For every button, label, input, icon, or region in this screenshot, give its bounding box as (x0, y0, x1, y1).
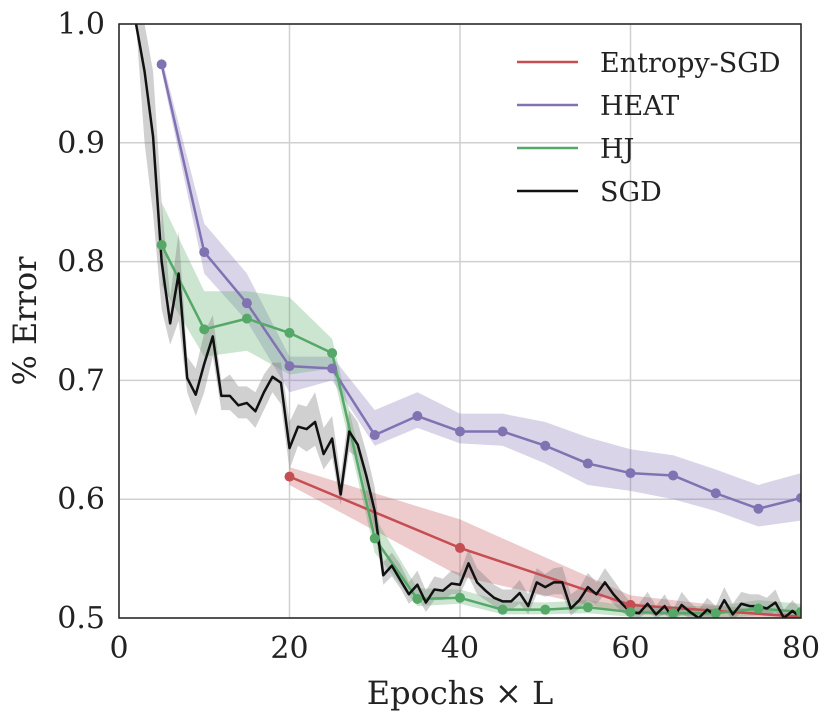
heat-point (668, 470, 679, 481)
hj-point (753, 603, 764, 614)
x-axis-label: Epochs × L (367, 674, 553, 712)
hj-point (241, 313, 252, 324)
sgd-line (134, 24, 801, 618)
series-markers (156, 59, 801, 618)
x-tick-label: 40 (441, 631, 479, 666)
hj-point (497, 604, 508, 615)
hj-point (710, 608, 721, 618)
legend: Entropy-SGD HEAT HJ SGD (517, 48, 780, 208)
heat-point (327, 363, 338, 374)
heat-point (241, 298, 252, 309)
hj-legend-label: HJ (600, 134, 634, 165)
heat-legend-label: HEAT (600, 91, 679, 122)
heat-point (540, 440, 551, 451)
hj-point (668, 608, 679, 618)
hj-point (369, 533, 380, 544)
heat-line (160, 64, 801, 510)
hj-point (540, 604, 551, 615)
heat-point (199, 247, 210, 258)
hj-point (327, 348, 338, 359)
y-tick-label: 0.9 (57, 126, 105, 161)
heat-point (412, 411, 423, 422)
hj-point (625, 607, 636, 618)
x-tick-label: 20 (270, 631, 308, 666)
x-tick-label: 60 (611, 631, 649, 666)
y-tick-label: 0.8 (57, 245, 105, 280)
sgd-legend-label: SGD (600, 177, 662, 208)
heat-point (753, 503, 764, 514)
confidence-bands (136, 24, 801, 618)
hj-point (582, 602, 593, 613)
heat-point (625, 468, 636, 479)
plot-frame (118, 23, 802, 619)
entropy-sgd-point (284, 471, 295, 482)
hj-point (455, 592, 465, 603)
heat-point (497, 426, 508, 437)
x-axis-ticks: 0 20 40 60 80 (109, 631, 820, 666)
entropy-sgd-legend-label: Entropy-SGD (600, 48, 780, 79)
heat-point (582, 458, 593, 469)
y-axis-ticks: 0.5 0.6 0.7 0.8 0.9 1.0 (57, 7, 105, 636)
y-tick-label: 0.5 (57, 601, 105, 636)
hj-point (199, 324, 210, 335)
hj-point (412, 593, 423, 604)
y-axis-label: % Error (6, 256, 44, 386)
x-tick-label: 80 (782, 631, 820, 666)
entropy-sgd-point (455, 542, 465, 553)
heat-point (796, 493, 801, 504)
y-tick-label: 0.6 (57, 482, 105, 517)
hj-point (796, 607, 801, 618)
heat-point (455, 426, 465, 437)
heat-band (161, 57, 801, 527)
heat-point (156, 59, 167, 70)
x-tick-label: 0 (109, 631, 128, 666)
entropy-sgd-point (625, 599, 636, 610)
y-tick-label: 0.7 (57, 363, 105, 398)
heat-point (284, 361, 295, 372)
hj-line (160, 244, 801, 615)
hj-point (156, 239, 167, 250)
heat-point (369, 430, 380, 441)
heat-point (710, 488, 721, 499)
y-tick-label: 1.0 (57, 7, 105, 42)
hj-point (284, 327, 295, 338)
